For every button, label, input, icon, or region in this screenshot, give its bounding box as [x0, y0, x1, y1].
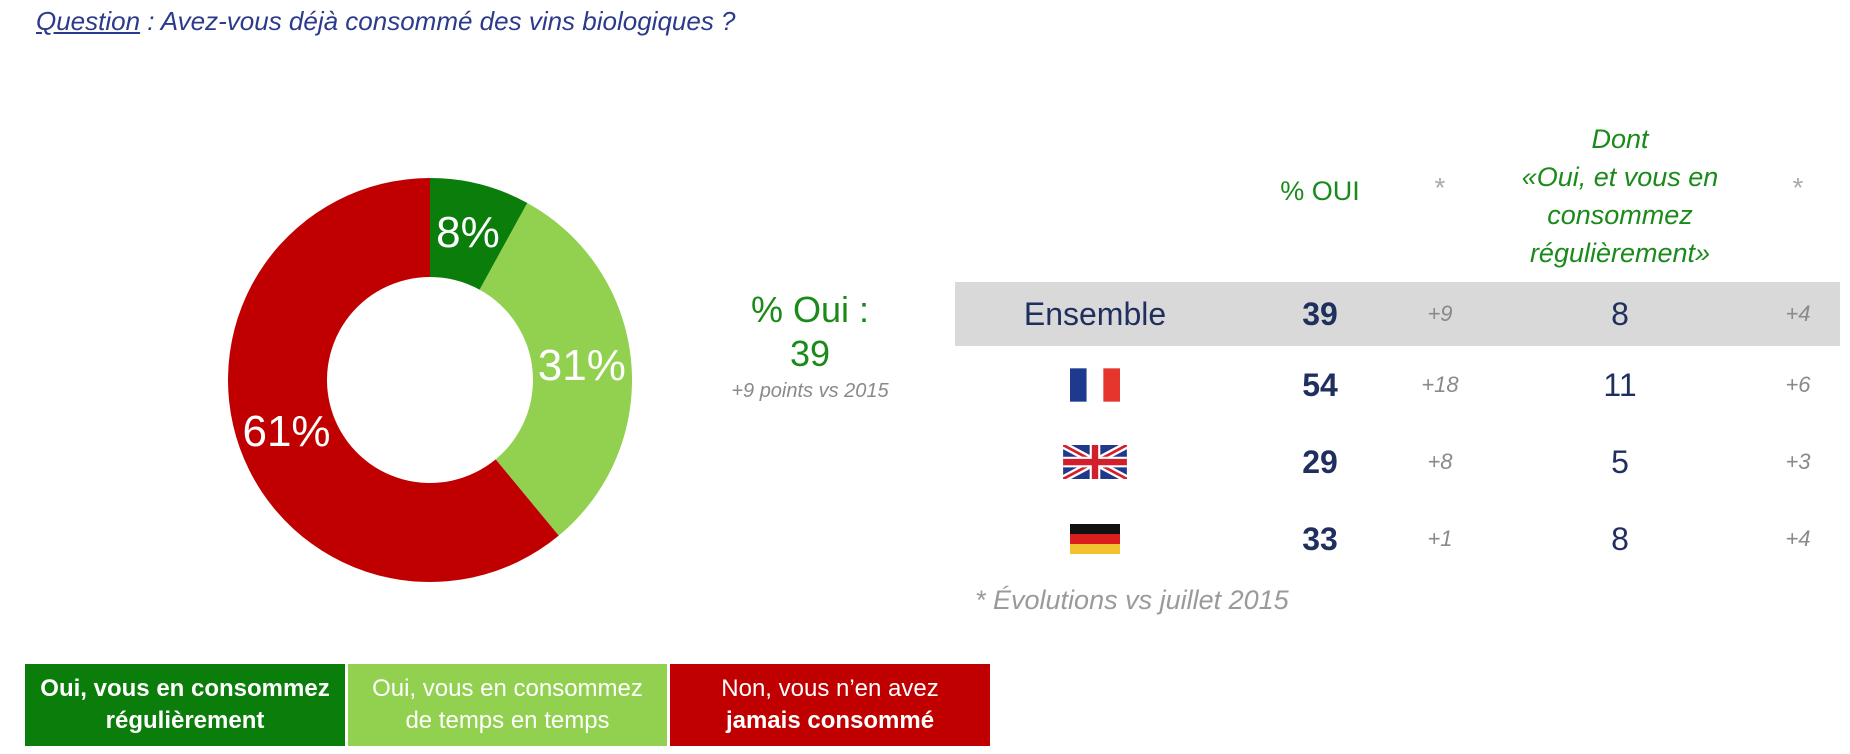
summary-value: 39: [789, 333, 831, 374]
row-evo-yes: +1: [1427, 526, 1453, 551]
donut-slice: [227, 178, 559, 582]
donut-slice: [430, 178, 528, 290]
header-dont: Dont «Oui, et vous en consommez régulièr…: [1490, 120, 1750, 272]
france-flag-icon: [1070, 368, 1120, 402]
slice-label: 31%: [538, 341, 626, 390]
summary: % Oui : 39 +9 points vs 2015: [700, 288, 920, 403]
legend-line: Non, vous n’en avez: [721, 675, 939, 702]
uk-flag-icon: [1063, 445, 1127, 479]
row-evo-yes: +18: [1421, 372, 1459, 397]
row-regular: 8: [1611, 296, 1629, 332]
row-name: Ensemble: [1023, 296, 1167, 332]
summary-note: +9 points vs 2015: [731, 380, 889, 402]
question-label: Question: [36, 6, 141, 36]
row-flag-cell: [955, 430, 1235, 494]
row-evo-regular: +4: [1785, 526, 1811, 551]
header-dont-line: consommez: [1547, 200, 1693, 230]
row-regular: 8: [1611, 521, 1629, 557]
slice-label: 8%: [436, 208, 500, 257]
legend-item-never: Non, vous n’en avez jamais consommé: [670, 664, 990, 746]
table-row-germany: 33 +1 8 +4: [955, 507, 1840, 571]
legend-line: de temps en temps: [405, 707, 610, 734]
question: Question : Avez-vous déjà consommé des v…: [36, 6, 736, 37]
slice-label: 61%: [242, 407, 330, 456]
row-evo-regular: +3: [1785, 449, 1811, 474]
legend-line: régulièrement: [105, 707, 265, 734]
table-row-france: 54 +18 11 +6: [955, 353, 1840, 417]
donut-slice: [479, 202, 632, 536]
header-oui: % OUI: [1280, 176, 1360, 206]
row-evo-regular: +4: [1785, 301, 1811, 326]
header-star-1: *: [1434, 172, 1446, 203]
row-flag-cell: [955, 507, 1235, 571]
header-star-2: *: [1792, 172, 1804, 203]
row-yes: 33: [1302, 521, 1338, 557]
donut-chart: 8% 31% 61%: [227, 178, 632, 582]
legend-line: jamais consommé: [725, 707, 935, 734]
table-row-uk: 29 +8 5 +3: [955, 430, 1840, 494]
footnote: * Évolutions vs juillet 2015: [975, 585, 1289, 615]
header-dont-line: Dont: [1591, 124, 1649, 154]
header-dont-line: «Oui, et vous en: [1521, 162, 1719, 192]
row-yes: 39: [1302, 296, 1338, 332]
row-flag-cell: [955, 353, 1235, 417]
legend-line: Oui, vous en consommez: [372, 675, 643, 702]
legend-line: Oui, vous en consommez: [40, 675, 330, 702]
row-regular: 5: [1611, 444, 1629, 480]
germany-flag-icon: [1070, 524, 1120, 554]
row-yes: 29: [1302, 444, 1338, 480]
ensemble-band: [955, 282, 1840, 346]
summary-title: % Oui :: [750, 289, 870, 330]
row-evo-yes: +8: [1427, 449, 1453, 474]
row-evo-yes: +9: [1427, 301, 1453, 326]
legend-item-regular: Oui, vous en consommez régulièrement: [25, 664, 345, 746]
question-text: : Avez-vous déjà consommé des vins biolo…: [140, 6, 736, 36]
header-dont-line: régulièrement»: [1529, 238, 1711, 268]
row-yes: 54: [1302, 367, 1338, 403]
table-row-ensemble: Ensemble 39 +9 8 +4: [955, 282, 1840, 346]
row-regular: 11: [1603, 367, 1637, 403]
row-evo-regular: +6: [1785, 372, 1811, 397]
legend-item-occasional: Oui, vous en consommez de temps en temps: [348, 664, 667, 746]
